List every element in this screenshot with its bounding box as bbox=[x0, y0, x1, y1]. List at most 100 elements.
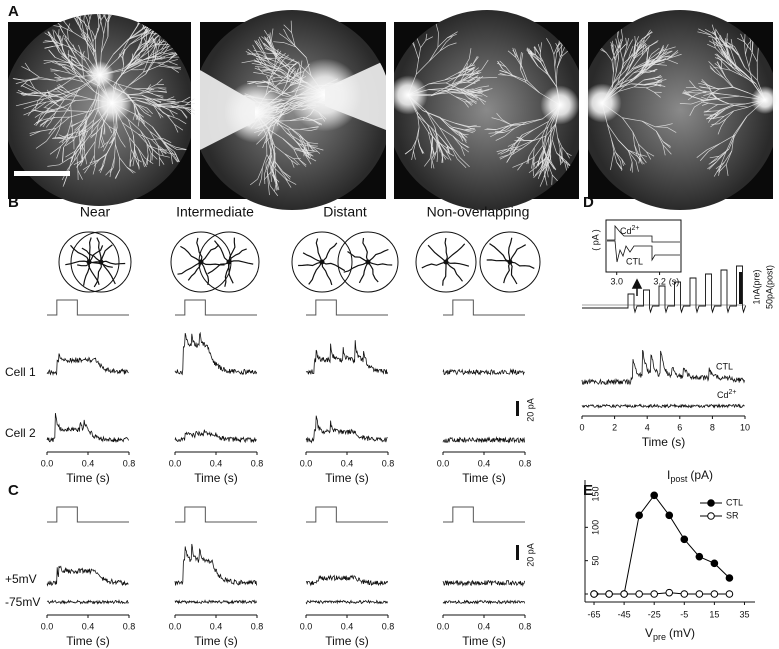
dendrite bbox=[155, 94, 164, 97]
dendrite bbox=[256, 58, 267, 62]
dendrite bbox=[701, 102, 709, 106]
dendrite bbox=[418, 47, 421, 60]
dendrite bbox=[106, 4, 108, 12]
dendrite bbox=[447, 88, 464, 91]
dendrite bbox=[90, 40, 96, 52]
dendrite bbox=[731, 134, 735, 151]
dendrite bbox=[725, 77, 734, 88]
dendrite bbox=[89, 155, 95, 166]
dendrite bbox=[142, 29, 148, 39]
dendrite bbox=[65, 139, 75, 147]
dendrite bbox=[555, 68, 558, 84]
dendrite bbox=[116, 65, 130, 82]
dendrite bbox=[149, 131, 159, 146]
dendrite bbox=[159, 147, 167, 154]
dendrite bbox=[305, 155, 312, 165]
dendrite bbox=[715, 47, 724, 57]
dendrite bbox=[79, 95, 93, 100]
dendrite bbox=[504, 128, 515, 137]
dendrite bbox=[174, 124, 179, 133]
dendrite bbox=[157, 112, 162, 119]
dendrite bbox=[738, 70, 753, 84]
dendrite bbox=[621, 159, 626, 165]
dendrite bbox=[641, 120, 657, 132]
dendrite bbox=[23, 104, 35, 110]
dendrite bbox=[653, 91, 661, 98]
dendrite bbox=[174, 124, 184, 131]
ion-label: Cd2+ bbox=[620, 225, 640, 237]
dendrite bbox=[717, 45, 724, 57]
dendrite bbox=[81, 22, 85, 33]
dendrite bbox=[70, 73, 85, 79]
cell-dendrite bbox=[367, 261, 393, 266]
dendrite bbox=[481, 59, 489, 70]
voltage-step bbox=[47, 299, 129, 316]
dendrite bbox=[705, 108, 711, 113]
dendrite bbox=[139, 4, 140, 13]
dendrite bbox=[168, 61, 178, 66]
dendrite bbox=[547, 162, 553, 176]
dendrite bbox=[479, 89, 490, 93]
x-tick-label: 0.8 bbox=[251, 621, 264, 631]
dendrite bbox=[103, 14, 107, 21]
row-label: Cell 1 bbox=[5, 365, 36, 379]
dendrite bbox=[154, 47, 157, 61]
dendrite bbox=[43, 93, 62, 100]
dendrite bbox=[481, 88, 493, 92]
dendrite bbox=[710, 104, 718, 109]
cell-dendrite bbox=[100, 244, 113, 263]
dendrite bbox=[284, 153, 294, 159]
cell-dendrite bbox=[343, 261, 369, 273]
dendrite bbox=[612, 40, 614, 49]
cell-dendrite bbox=[100, 261, 116, 285]
dendrite bbox=[156, 78, 163, 85]
dendrite bbox=[441, 153, 444, 163]
dendrite bbox=[640, 42, 647, 50]
cell-dendrite bbox=[81, 247, 102, 263]
dendrite bbox=[274, 57, 277, 68]
cell-outline bbox=[479, 231, 541, 293]
dendrite bbox=[708, 102, 718, 105]
dendrite bbox=[411, 139, 417, 150]
dendrite bbox=[31, 92, 40, 94]
dendrite bbox=[431, 159, 435, 169]
dendrite bbox=[719, 134, 736, 144]
dendrite bbox=[615, 38, 619, 48]
dendrite bbox=[644, 60, 651, 66]
dendrite bbox=[154, 105, 167, 115]
series-line bbox=[594, 494, 730, 595]
dendrite bbox=[270, 40, 277, 55]
dendrite bbox=[52, 29, 55, 39]
dendrite bbox=[543, 147, 547, 157]
dendrite bbox=[467, 66, 476, 71]
dendrite bbox=[61, 147, 64, 163]
dendrite bbox=[665, 123, 673, 126]
dendrite bbox=[139, 44, 155, 54]
dendrite bbox=[299, 134, 308, 143]
dendrite bbox=[289, 67, 295, 75]
dendrite bbox=[656, 79, 667, 83]
dendrite bbox=[748, 52, 753, 67]
dendrite bbox=[24, 83, 35, 90]
dendrite bbox=[169, 109, 175, 117]
dendrite bbox=[468, 69, 482, 79]
dendrite bbox=[153, 104, 159, 113]
dendrite bbox=[439, 136, 448, 146]
dendrite bbox=[119, 157, 128, 168]
dendrite bbox=[715, 34, 724, 48]
dendrite bbox=[467, 86, 480, 93]
dendrite bbox=[512, 75, 527, 83]
dendrite bbox=[425, 33, 428, 41]
dendrite bbox=[112, 5, 115, 12]
dendrite bbox=[719, 95, 740, 99]
dendrite bbox=[635, 38, 643, 47]
dendrite bbox=[636, 38, 645, 52]
dendrite bbox=[495, 135, 505, 141]
dendrite bbox=[140, 130, 148, 144]
dendrite bbox=[81, 50, 85, 58]
x-tick-label: 0.4 bbox=[341, 621, 354, 631]
dendrite bbox=[468, 97, 477, 105]
dendrite bbox=[159, 44, 168, 55]
dendrite bbox=[108, 126, 113, 134]
dendrite bbox=[166, 114, 175, 125]
